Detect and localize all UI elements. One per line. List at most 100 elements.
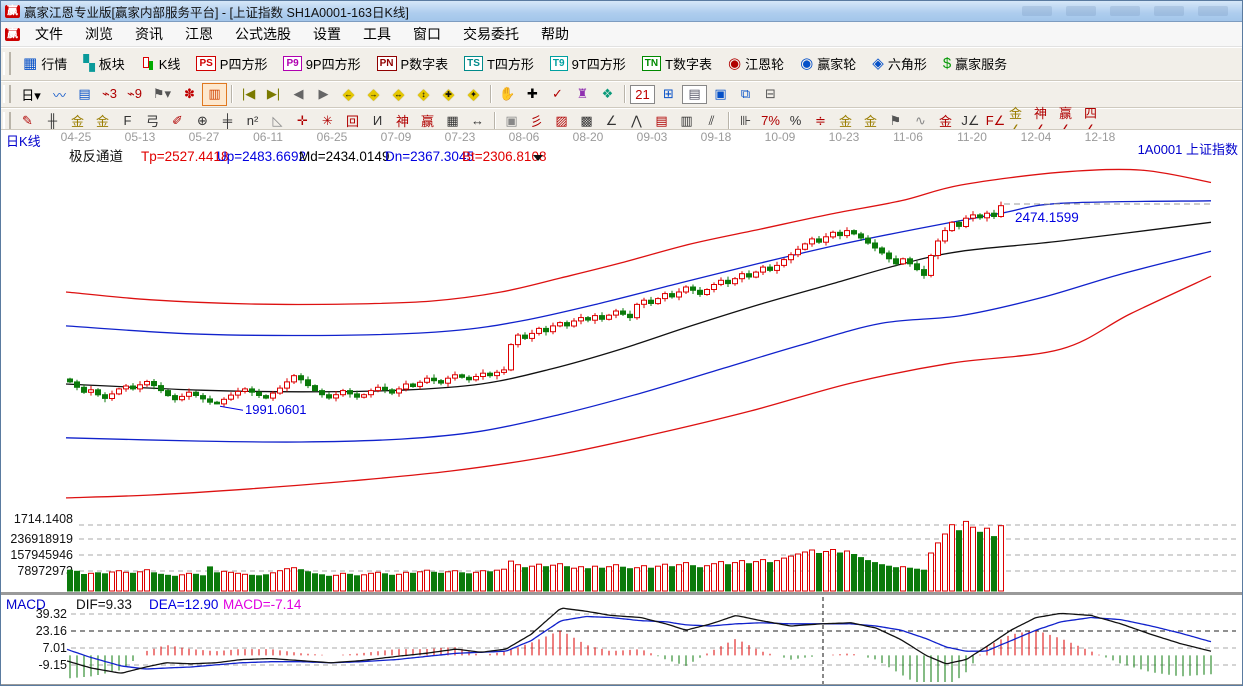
volume-bar [159,574,164,591]
menu-item-7[interactable]: 工具 [352,22,402,46]
toolbar-button-kline[interactable]: K线 [133,50,189,77]
tool-zoom-out-all[interactable]: ◆✦ [461,83,486,106]
candle-body [880,248,885,253]
volume-bar [131,573,136,591]
toolbar-button-gann-wheel[interactable]: ◉江恩轮 [720,50,792,77]
tool-mini-chart-3[interactable]: ⌁3 [97,83,122,106]
candle-body [110,394,115,399]
candle-body [810,239,815,244]
volume-bar [439,573,444,591]
tool-print-tool[interactable]: ⊟ [758,83,783,106]
tool-zoom-in-all[interactable]: ◆✚ [436,83,461,106]
toolbar-grip[interactable] [3,52,11,75]
menu-item-4[interactable]: 江恩 [174,22,224,46]
volume-bar [264,575,269,591]
tool-nav-first[interactable]: |◀ [236,83,261,106]
tool-red-panel-tool[interactable]: ✽ [177,83,202,106]
date-tick-06-25: 06-25 [317,130,348,144]
toolbar-button-9t-square[interactable]: T99T四方形 [542,50,634,77]
tool-period-day-dropdown[interactable]: 日▾ [15,83,47,106]
tool-calculator-tool[interactable]: ⊞ [656,83,681,106]
tool-memo-tool[interactable]: ▤ [72,83,97,106]
candle-body [194,392,199,395]
tool-zoom-left[interactable]: ◆← [336,83,361,106]
tool-network-tool[interactable]: ⧉ [733,83,758,106]
tool-nav-prev[interactable]: ◀ [286,83,311,106]
menu-item-3[interactable]: 资讯 [124,22,174,46]
volume-bar [789,556,794,591]
candle-body [887,253,892,259]
candle-body [950,222,955,230]
volume-bar [964,521,969,591]
toolbar-button-p-square[interactable]: PSP四方形 [188,50,275,77]
volume-bar [705,566,710,591]
tool-nav-next[interactable]: ▶ [311,83,336,106]
menu-item-10[interactable]: 帮助 [530,22,580,46]
candle-body [733,279,738,284]
chart-canvas[interactable]: 04-2505-1305-2706-1106-2507-0907-2308-06… [1,129,1243,686]
menu-item-1[interactable]: 文件 [24,22,74,46]
menu-item-5[interactable]: 公式选股 [224,22,302,46]
volume-bar [880,565,885,591]
toolbar-button-t-square[interactable]: TST四方形 [456,50,542,77]
toolbar-grip[interactable] [3,112,11,130]
candle-body [404,384,409,389]
volume-bar [908,568,913,591]
candle-body [460,375,465,378]
volume-bar [600,568,605,591]
candle-body [222,399,227,404]
volume-bar [334,575,339,591]
candle-body [558,323,563,326]
tool-flag-dropdown[interactable]: ⚑▾ [147,83,177,106]
menu-item-2[interactable]: 浏览 [74,22,124,46]
indicator-value-3: Dn=2367.3045 [385,149,474,164]
tool-measure-tool[interactable]: ✓ [545,83,570,106]
toolbar-button-label: 行情 [41,54,67,73]
tool-zoom-vertical[interactable]: ◆↕ [411,83,436,106]
candle-body [271,393,276,398]
volume-bar [929,553,934,591]
menu-item-6[interactable]: 设置 [302,22,352,46]
tool-nav-last[interactable]: ▶| [261,83,286,106]
toolbar-button-t-table[interactable]: TNT数字表 [634,50,720,77]
tool-notepad-tool[interactable]: ▤ [682,85,707,104]
candle-body [208,399,213,402]
candle-body [747,274,752,277]
tool-mini-chart-9[interactable]: ⌁9 [122,83,147,106]
date-tick-06-11: 06-11 [253,130,283,144]
tool-color-stats-tool[interactable]: ▥ [202,83,227,106]
candle-body [677,292,682,297]
candle-body [775,265,780,270]
tool-puzzle-tool[interactable]: ❖ [595,83,620,106]
candle-body [355,394,360,397]
candle-body [362,395,367,398]
tool-hand-tool[interactable]: ✋ [495,83,520,106]
tool-save-image-tool[interactable]: ▣ [708,83,733,106]
toolbar-button-sectors[interactable]: ▚板块 [75,50,133,77]
candle-body [103,395,108,399]
toolbar-button-9p-square[interactable]: P99P四方形 [275,50,368,77]
toolbar-button-winner-wheel[interactable]: ◉赢家轮 [792,50,864,77]
tool-crosshair-tool[interactable]: ✚ [520,83,545,106]
candle-body [593,316,598,321]
tool-zoom-horizontal[interactable]: ◆↔ [386,83,411,106]
tool-magic-tool[interactable]: ♜ [570,83,595,106]
menu-item-8[interactable]: 窗口 [402,22,452,46]
volume-bar [824,552,829,592]
toolbar-grip[interactable] [3,85,11,103]
menu-item-9[interactable]: 交易委托 [452,22,530,46]
toolbar-button-p-table[interactable]: PNP数字表 [369,50,457,77]
toolbar-button-quote-list[interactable]: ▦行情 [15,50,75,77]
volume-bar [166,575,171,591]
p-table-icon: PN [377,56,397,71]
date-tick-04-25: 04-25 [61,130,92,144]
candle-body [180,396,185,399]
tool-calendar-tool[interactable]: 21 [630,85,655,104]
candle-body [474,377,479,380]
toolbar-button-winner-service[interactable]: $赢家服务 [935,50,1015,77]
toolbar-button-hexagon[interactable]: ◈六角形 [864,50,935,77]
volume-bar [894,568,899,591]
tool-zoom-right[interactable]: ◆→ [361,83,386,106]
tool-sketch-tool[interactable]: 〰 [47,83,72,106]
9p-square-icon: P9 [283,56,301,71]
